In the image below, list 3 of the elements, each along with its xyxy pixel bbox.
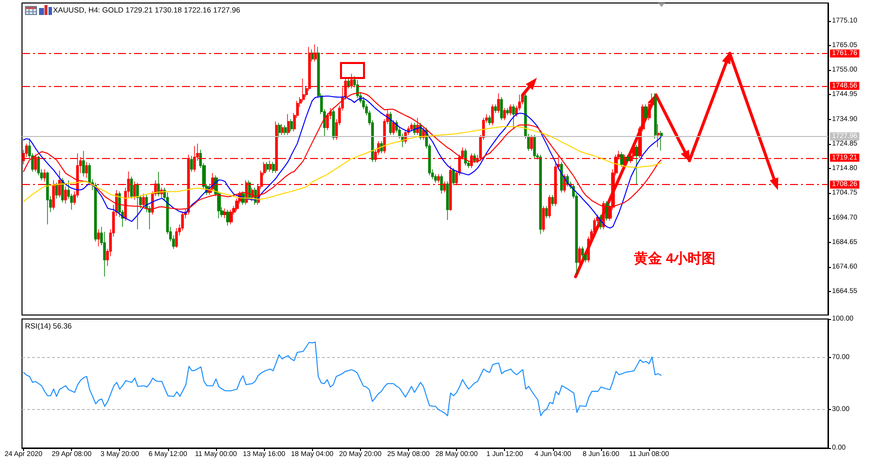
line-series xyxy=(23,342,662,416)
candlestick xyxy=(46,171,49,225)
candlestick xyxy=(43,168,46,182)
